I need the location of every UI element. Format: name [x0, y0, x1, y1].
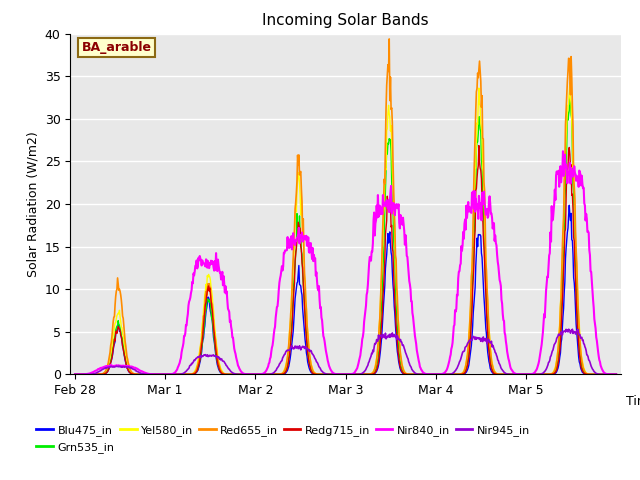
- Line: Yel580_in: Yel580_in: [75, 82, 616, 374]
- Nir840_in: [559, 148, 567, 154]
- Legend: Blu475_in, Grn535_in, Yel580_in, Red655_in, Redg715_in, Nir840_in, Nir945_in: Blu475_in, Grn535_in, Yel580_in, Red655_…: [32, 421, 534, 457]
- Red655_in: [198, 332, 206, 337]
- Blu475_in: [198, 341, 206, 347]
- Nir840_in: [508, 368, 516, 373]
- Yel580_in: [71, 372, 79, 377]
- Redg715_in: [71, 372, 79, 377]
- Line: Grn535_in: Grn535_in: [75, 84, 616, 374]
- Yel580_in: [508, 372, 516, 377]
- Blu475_in: [90, 372, 98, 377]
- Nir840_in: [71, 372, 79, 377]
- Redg715_in: [297, 243, 305, 249]
- Red655_in: [612, 372, 620, 377]
- Line: Red655_in: Red655_in: [75, 39, 616, 374]
- Nir840_in: [90, 369, 98, 374]
- Red655_in: [385, 36, 393, 42]
- Grn535_in: [268, 372, 276, 377]
- Blu475_in: [508, 372, 516, 377]
- Blu475_in: [378, 335, 385, 340]
- Red655_in: [71, 372, 79, 377]
- Grn535_in: [378, 300, 385, 306]
- Redg715_in: [612, 372, 620, 377]
- Title: Incoming Solar Bands: Incoming Solar Bands: [262, 13, 429, 28]
- Grn535_in: [297, 235, 305, 240]
- Red655_in: [509, 372, 516, 377]
- Redg715_in: [90, 372, 98, 377]
- Nir945_in: [268, 371, 276, 377]
- Nir840_in: [198, 257, 206, 263]
- Grn535_in: [90, 372, 98, 377]
- Red655_in: [90, 372, 98, 377]
- Yel580_in: [612, 372, 620, 377]
- Y-axis label: Solar Radiation (W/m2): Solar Radiation (W/m2): [26, 131, 39, 277]
- Redg715_in: [475, 143, 483, 148]
- Nir945_in: [90, 371, 98, 376]
- Blu475_in: [71, 372, 79, 377]
- Red655_in: [268, 372, 276, 377]
- Grn535_in: [508, 372, 516, 377]
- Yel580_in: [198, 321, 206, 327]
- Yel580_in: [297, 212, 305, 218]
- Grn535_in: [71, 372, 79, 377]
- Nir945_in: [564, 326, 572, 332]
- Text: Time: Time: [627, 395, 640, 408]
- Red655_in: [297, 168, 305, 174]
- Grn535_in: [566, 81, 573, 87]
- Line: Nir945_in: Nir945_in: [75, 329, 616, 374]
- Nir945_in: [508, 372, 516, 377]
- Redg715_in: [509, 372, 516, 377]
- Grn535_in: [198, 341, 206, 347]
- Line: Redg715_in: Redg715_in: [75, 145, 616, 374]
- Nir945_in: [612, 372, 620, 377]
- Blu475_in: [612, 372, 620, 377]
- Nir840_in: [378, 207, 385, 213]
- Redg715_in: [198, 338, 206, 344]
- Line: Nir840_in: Nir840_in: [75, 151, 616, 374]
- Text: BA_arable: BA_arable: [81, 41, 152, 54]
- Redg715_in: [268, 372, 276, 377]
- Nir840_in: [297, 235, 305, 241]
- Line: Blu475_in: Blu475_in: [75, 205, 616, 374]
- Nir945_in: [198, 353, 206, 359]
- Blu475_in: [565, 203, 573, 208]
- Yel580_in: [566, 79, 573, 85]
- Nir840_in: [268, 345, 276, 350]
- Yel580_in: [90, 372, 98, 377]
- Blu475_in: [297, 283, 305, 289]
- Red655_in: [378, 264, 385, 270]
- Yel580_in: [378, 271, 385, 277]
- Nir840_in: [612, 372, 620, 377]
- Nir945_in: [378, 333, 385, 339]
- Grn535_in: [612, 372, 620, 377]
- Redg715_in: [378, 319, 385, 324]
- Nir945_in: [297, 347, 305, 353]
- Yel580_in: [268, 372, 276, 377]
- Nir945_in: [71, 372, 79, 377]
- Blu475_in: [268, 372, 276, 377]
